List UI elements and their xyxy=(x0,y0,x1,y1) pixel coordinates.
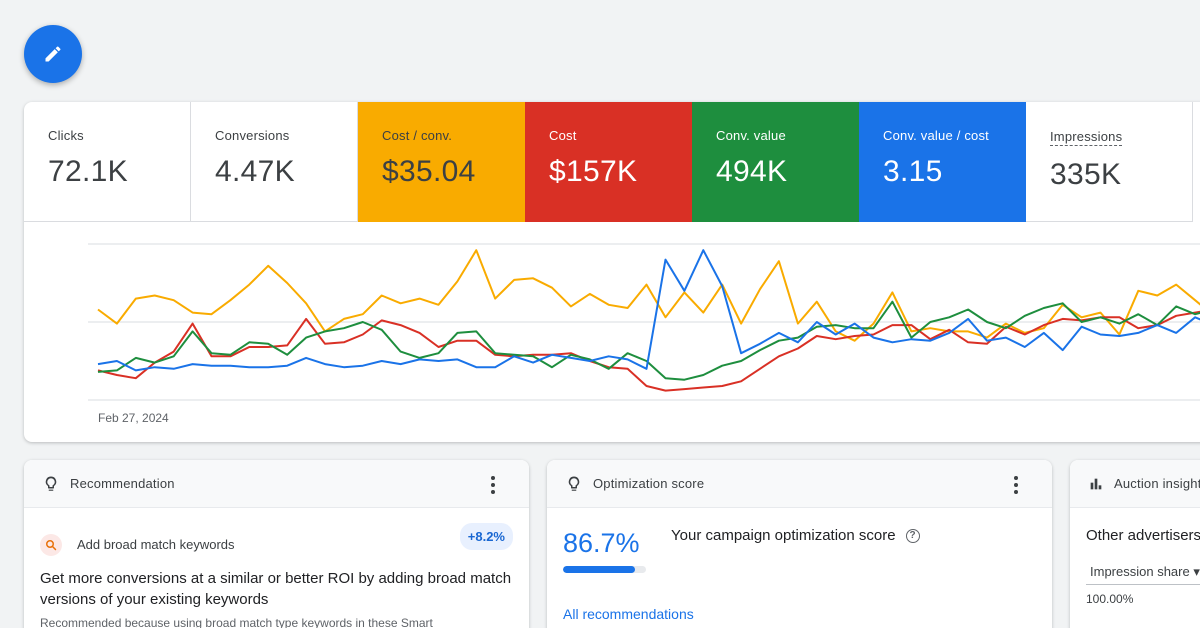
impression-share-dropdown[interactable]: Impression share ▾ xyxy=(1090,564,1200,579)
optimization-score-fill xyxy=(563,566,635,573)
card-title: Recommendation xyxy=(70,476,175,491)
metric-label: Cost / conv. xyxy=(382,128,453,143)
metric-cost-per-conv[interactable]: Cost / conv. $35.04 xyxy=(358,102,525,222)
chart-svg xyxy=(88,243,1200,401)
metric-label: Cost xyxy=(549,128,577,143)
auction-insights-card: Auction insights Other advertisers Impre… xyxy=(1070,460,1200,628)
metric-cost[interactable]: Cost $157K xyxy=(525,102,692,222)
divider xyxy=(1086,584,1200,585)
optimization-score-title-text: Your campaign optimization score xyxy=(671,527,896,544)
metric-value: 72.1K xyxy=(48,155,128,188)
metric-conv-value[interactable]: Conv. value 494K xyxy=(692,102,859,222)
metric-value: 494K xyxy=(716,155,788,188)
series-line-2[interactable] xyxy=(97,300,1200,381)
metric-value: $157K xyxy=(549,155,638,188)
recommendation-name: Add broad match keywords xyxy=(77,537,235,552)
bar-chart-icon xyxy=(1090,478,1102,489)
card-header: Optimization score xyxy=(547,460,1052,508)
help-icon[interactable]: ? xyxy=(905,528,920,543)
metric-value: $35.04 xyxy=(382,155,476,188)
lightbulb-icon xyxy=(568,476,580,491)
recommendation-headline: Get more conversions at a similar or bet… xyxy=(40,570,512,608)
auction-other-advertisers: Other advertisers xyxy=(1086,527,1200,544)
more-options-icon[interactable] xyxy=(483,474,503,496)
recommendation-item[interactable]: Add broad match keywords +8.2% xyxy=(24,508,529,566)
x-axis-start-label: Feb 27, 2024 xyxy=(98,411,169,425)
optimization-score-bar xyxy=(563,566,646,573)
pencil-icon xyxy=(45,46,61,62)
metric-conv-value-per-cost[interactable]: Conv. value / cost 3.15 xyxy=(859,102,1026,222)
performance-overview-card: Clicks 72.1K Conversions 4.47K Cost / co… xyxy=(24,102,1200,442)
optimization-score-value: 86.7% xyxy=(563,528,640,558)
metric-value: 3.15 xyxy=(883,155,943,188)
optimization-score-title: Your campaign optimization score ? xyxy=(671,527,920,544)
recommendation-reason: Recommended because using broad match ty… xyxy=(40,616,433,628)
uplift-badge: +8.2% xyxy=(459,523,513,550)
card-header: Recommendation xyxy=(24,460,529,508)
impression-share-value: 100.00% xyxy=(1086,592,1134,606)
metric-clicks[interactable]: Clicks 72.1K xyxy=(24,102,191,222)
edit-fab-button[interactable] xyxy=(24,25,82,83)
more-options-icon[interactable] xyxy=(1006,474,1026,496)
search-icon xyxy=(40,533,62,556)
lightbulb-icon xyxy=(45,476,57,491)
metric-label: Conversions xyxy=(215,128,290,143)
metric-label: Clicks xyxy=(48,128,84,143)
all-recommendations-link[interactable]: All recommendations xyxy=(563,606,694,622)
metric-scorecards: Clicks 72.1K Conversions 4.47K Cost / co… xyxy=(24,102,1193,222)
metric-label: Conv. value xyxy=(716,128,786,143)
metric-label: Conv. value / cost xyxy=(883,128,989,143)
recommendation-card: Recommendation Add broad match keywords … xyxy=(24,460,529,628)
card-title: Optimization score xyxy=(593,476,705,491)
optimization-score-card: Optimization score 86.7% Your campaign o… xyxy=(547,460,1052,628)
series-line-3[interactable] xyxy=(97,249,1200,372)
series-line-0[interactable] xyxy=(97,249,1200,342)
metric-value: 335K xyxy=(1050,158,1122,191)
card-header: Auction insights xyxy=(1070,460,1200,508)
metric-conversions[interactable]: Conversions 4.47K xyxy=(191,102,358,222)
card-title: Auction insights xyxy=(1114,476,1200,491)
metric-label: Impressions xyxy=(1050,129,1123,146)
metric-value: 4.47K xyxy=(215,155,295,188)
metric-impressions[interactable]: Impressions 335K xyxy=(1026,102,1193,222)
series-line-1[interactable] xyxy=(97,310,1200,392)
performance-line-chart: Feb 27, 2024 xyxy=(24,222,1200,442)
